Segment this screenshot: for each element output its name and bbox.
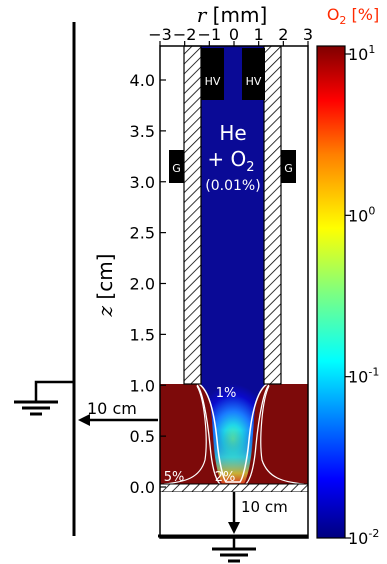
colorbar-ticks: 101 100 10-1 10-2 (345, 43, 379, 548)
y-axis-label: z [cm] (93, 254, 117, 318)
left-distance-arrow (78, 414, 158, 426)
x-axis: −3 −2 −1 0 1 2 3 (148, 25, 313, 46)
gas-label-he: He (219, 121, 246, 145)
colorbar-tick-label: 100 (348, 204, 375, 225)
y-tick-label: 1.0 (130, 376, 155, 395)
capillary-wall-left (183, 45, 202, 385)
contour-1 (198, 383, 268, 483)
colorbar-title: O2 [%] (327, 5, 379, 27)
ground-ring-left-label: G (172, 162, 181, 175)
hv-electrode-right-label: HV (246, 75, 262, 88)
y-tick-label: 3.5 (130, 122, 155, 141)
colorbar (316, 45, 346, 539)
x-tick-label: 2 (278, 25, 288, 44)
contour-5 (163, 385, 207, 485)
hv-electrode-left-label: HV (205, 75, 221, 88)
y-tick-label: 3.0 (130, 173, 155, 192)
x-tick-label: 1 (254, 25, 264, 44)
colorbar-tick-label: 101 (348, 43, 375, 64)
y-tick-label: 1.5 (130, 325, 155, 344)
x-tick-label: −3 (148, 25, 172, 44)
y-tick-label: 2.0 (130, 275, 155, 294)
left-ground-symbol (14, 380, 74, 416)
ground-ring-right-label: G (284, 162, 293, 175)
bottom-ground-symbol (212, 536, 256, 563)
contour-2 (196, 384, 221, 485)
jet-core (201, 46, 264, 384)
contour-label-1: 1% (216, 386, 237, 401)
x-axis-label: r [mm] (197, 3, 268, 27)
y-tick-label: 0.0 (130, 478, 155, 497)
plot-area: HV HV G G He + O2 (0.01%) 1% 2% 5% (158, 45, 309, 539)
colorbar-tick-label: 10-2 (348, 527, 379, 548)
hv-electrode-left (201, 48, 224, 100)
gas-label-o2: + O2 (207, 147, 254, 175)
capillary-wall-right (263, 45, 282, 385)
x-tick-label: −2 (173, 25, 197, 44)
ground-ring-left (169, 150, 184, 183)
contour-label-2: 2% (215, 470, 236, 485)
ground-ring-right (281, 150, 296, 183)
x-tick-label: 0 (229, 25, 239, 44)
y-tick-label: 0.5 (130, 427, 155, 446)
y-axis: 4.0 3.5 3.0 2.5 2.0 1.5 1.0 0.5 0.0 (130, 71, 166, 497)
left-distance-label: 10 cm (87, 399, 137, 418)
y-tick-label: 2.5 (130, 224, 155, 243)
y-tick-label: 4.0 (130, 71, 155, 90)
hv-electrode-right (242, 48, 265, 100)
x-tick-label: −1 (198, 25, 222, 44)
bottom-distance-label: 10 cm (241, 498, 288, 516)
bottom-distance-arrow (228, 492, 240, 534)
target-plate (159, 483, 309, 493)
colorbar-tick-label: 10-1 (348, 366, 379, 387)
x-tick-label: 3 (303, 25, 313, 44)
contour-label-5: 5% (164, 470, 185, 485)
gas-concentration: (0.01%) (205, 178, 260, 194)
